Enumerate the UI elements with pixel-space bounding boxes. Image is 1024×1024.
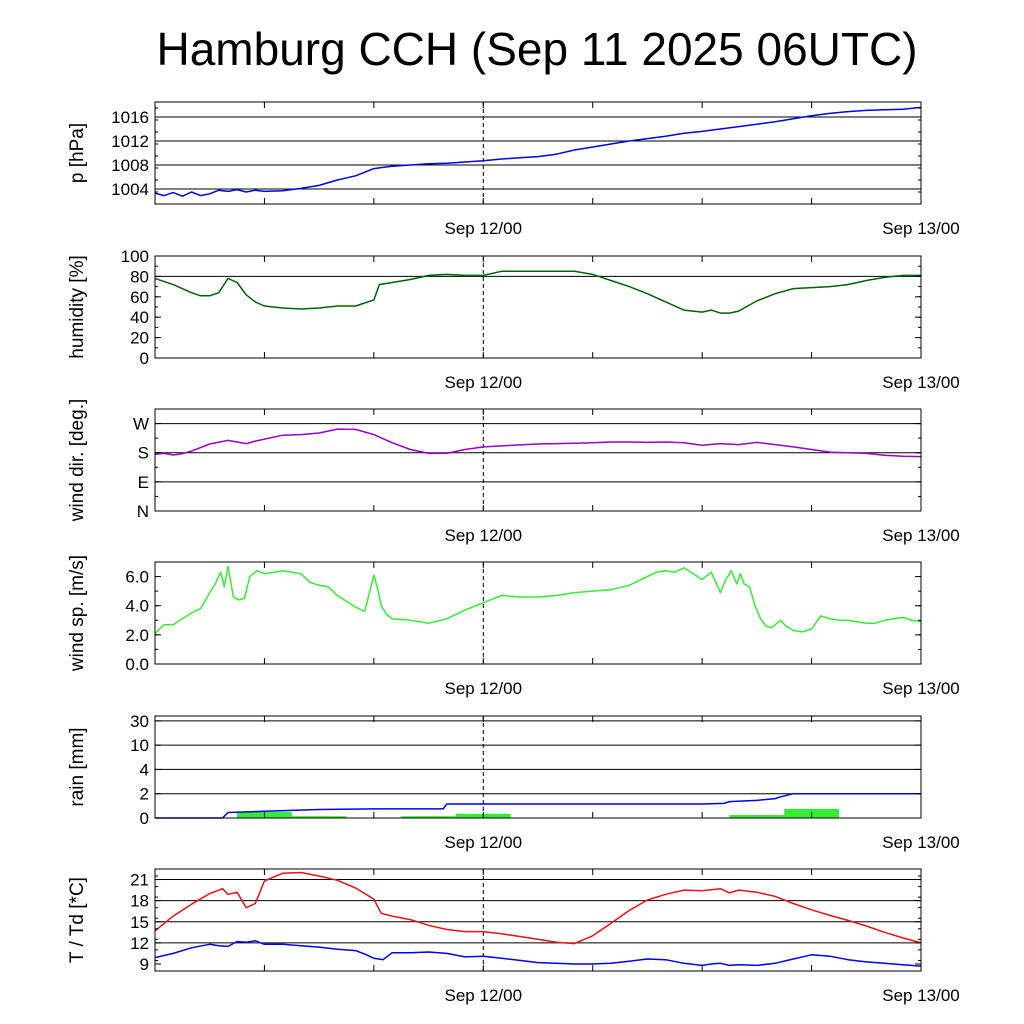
rain-bar — [729, 814, 785, 818]
y-tick-label: 2.0 — [125, 626, 149, 645]
panel-frame — [154, 561, 922, 665]
y-tick-label: 60 — [130, 288, 149, 307]
y-tick-label: 1008 — [111, 156, 149, 175]
series-line-Td — [154, 940, 922, 967]
panel-frame — [154, 868, 922, 972]
panel-temperature: 9 12 15 18 21 Sep 12/00 Sep 13/00 T / Td [*C] — [67, 868, 960, 1005]
chart-title: Hamburg CCH (Sep 11 2025 06UTC) — [156, 23, 918, 75]
y-axis-label: wind dir. [deg.] — [67, 399, 88, 523]
series-line — [154, 270, 921, 314]
panel-frame — [154, 101, 922, 205]
x-tick-label: Sep 13/00 — [882, 986, 960, 1005]
y-tick-label: 18 — [130, 892, 149, 911]
x-tick-label: Sep 12/00 — [445, 833, 523, 852]
y-tick-label: 4.0 — [125, 597, 149, 616]
y-tick-label: 0 — [140, 349, 149, 368]
y-tick-label: 1016 — [111, 108, 149, 127]
y-tick-label: 6.0 — [125, 568, 149, 587]
panel-pressure: 1004 1008 1012 1016 Sep 12/00 Sep 13/00 p [hPa… — [67, 101, 960, 238]
y-axis-label: wind sp. [m/s] — [67, 555, 88, 672]
x-tick-label: Sep 13/00 — [882, 833, 960, 852]
x-tick-label: Sep 12/00 — [445, 986, 523, 1005]
y-tick-label: W — [133, 415, 149, 434]
y-tick-label: 0.0 — [125, 655, 149, 674]
series-line — [154, 565, 922, 634]
rain-bar — [291, 816, 347, 818]
x-tick-label: Sep 12/00 — [445, 219, 523, 238]
y-tick-label: 4 — [140, 760, 149, 779]
series-line-accumulated — [155, 792, 921, 819]
y-tick-label: 15 — [130, 913, 149, 932]
panel-rain: 0 2 4 10 30 Sep 12/00 Sep 13/00 rain [mm] — [67, 712, 960, 852]
panel-wind_speed: 0.0 2.0 4.0 6.0 Sep 12/00 Sep 13/00 wind sp. [… — [67, 555, 960, 698]
series-line — [154, 428, 922, 458]
y-tick-label: 0 — [140, 809, 149, 828]
x-tick-label: Sep 13/00 — [882, 526, 960, 545]
y-tick-label: 9 — [140, 955, 149, 974]
y-axis-label: rain [mm] — [67, 727, 88, 806]
y-tick-label: 20 — [130, 329, 149, 348]
x-tick-label: Sep 13/00 — [882, 219, 960, 238]
y-tick-label: N — [137, 502, 149, 521]
y-tick-label: 1004 — [111, 180, 149, 199]
y-tick-label: S — [138, 444, 149, 463]
y-tick-label: 30 — [130, 712, 149, 731]
y-tick-label: 100 — [121, 247, 149, 266]
y-tick-label: 12 — [130, 934, 149, 953]
y-tick-label: 80 — [130, 267, 149, 286]
x-tick-label: Sep 12/00 — [445, 373, 523, 392]
x-tick-label: Sep 13/00 — [882, 679, 960, 698]
rain-bar — [401, 816, 456, 818]
y-axis-label: p [hPa] — [67, 123, 88, 183]
y-tick-label: 21 — [130, 871, 149, 890]
panel-frame — [154, 715, 922, 819]
y-tick-label: 10 — [130, 736, 149, 755]
y-tick-label: 1012 — [111, 132, 149, 151]
series-line — [154, 106, 922, 197]
x-tick-label: Sep 12/00 — [445, 526, 523, 545]
y-tick-label: E — [138, 473, 149, 492]
y-tick-label: 2 — [140, 785, 149, 804]
x-tick-label: Sep 12/00 — [445, 679, 523, 698]
y-axis-label: humidity [%] — [67, 255, 88, 358]
y-axis-label: T / Td [*C] — [67, 877, 88, 963]
panel-frame — [154, 408, 922, 512]
x-tick-label: Sep 13/00 — [882, 373, 960, 392]
series-line-T — [154, 871, 922, 945]
y-tick-label: 40 — [130, 308, 149, 327]
